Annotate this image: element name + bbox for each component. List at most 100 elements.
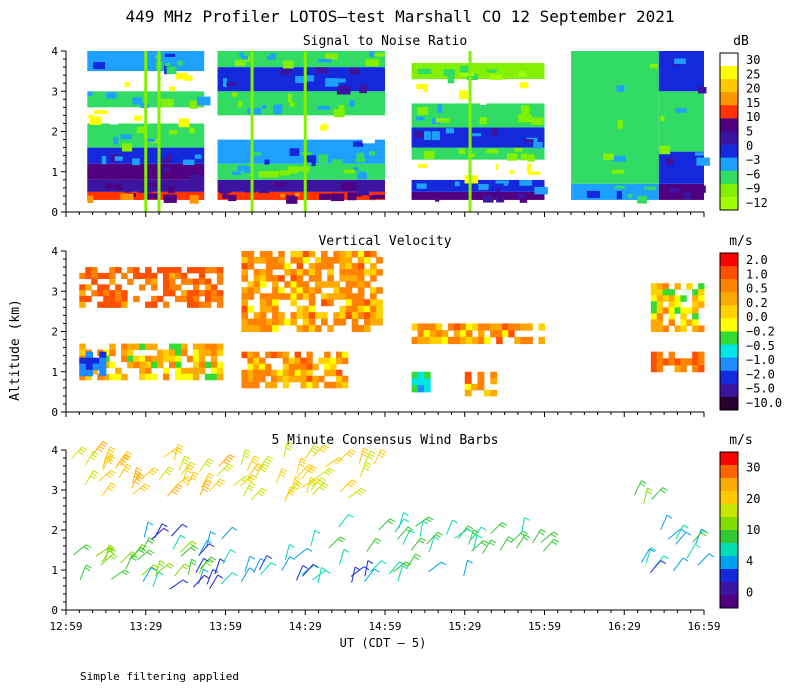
wind-barb (258, 555, 268, 571)
velocity-cell (157, 295, 164, 303)
colorbar-swatch (720, 517, 738, 531)
velocity-cell (363, 305, 371, 313)
velocity-cell (692, 365, 699, 373)
velocity-cell (103, 295, 110, 303)
velocity-cell (145, 301, 152, 308)
velocity-cell (435, 323, 443, 331)
velocity-cell (192, 367, 200, 375)
snr-texture (311, 158, 316, 167)
barb-flag (506, 538, 513, 543)
velocity-cell (308, 251, 316, 258)
wind-barb (651, 487, 663, 500)
velocity-cell (103, 355, 110, 363)
velocity-cell (259, 325, 267, 332)
velocity-cell (339, 287, 347, 294)
snr-texture (487, 69, 497, 73)
velocity-cell (335, 375, 343, 383)
velocity-cell (241, 275, 249, 282)
velocity-cell (163, 349, 170, 357)
velocity-cell (276, 369, 284, 377)
wind-barb (136, 549, 150, 561)
snr-texture (105, 183, 114, 189)
snr-texture (189, 100, 199, 109)
barb-flag (107, 547, 114, 552)
velocity-cell (247, 369, 254, 377)
wind-barb (339, 549, 345, 565)
velocity-cell (668, 295, 675, 302)
snr-texture (317, 105, 331, 110)
velocity-cell (351, 293, 359, 300)
snr-texture (414, 131, 429, 138)
snr-texture (120, 193, 134, 200)
barb-flag (403, 512, 409, 516)
colorbar-label: 20 (746, 492, 760, 506)
velocity-cell (370, 305, 377, 313)
colorbar-frame (719, 252, 739, 411)
velocity-cell (345, 299, 353, 307)
velocity-cell (145, 373, 152, 381)
barb-flag (660, 560, 666, 564)
velocity-cell (668, 319, 675, 326)
barb-flag (666, 514, 673, 519)
barb-flag (190, 547, 197, 552)
velocity-cell (204, 349, 212, 357)
velocity-cell (508, 330, 515, 338)
colorbar-swatch (720, 53, 738, 67)
snr-texture (286, 195, 298, 204)
velocity-cell (327, 325, 334, 332)
barb-flag (92, 451, 99, 455)
velocity-cell (423, 378, 431, 386)
velocity-cell (520, 336, 527, 345)
velocity-cell (278, 275, 285, 282)
wind-barb (672, 557, 684, 572)
barb-flag (310, 481, 316, 486)
velocity-cell (151, 373, 158, 381)
velocity-cell (210, 284, 218, 291)
snr-texture (349, 100, 355, 107)
snr-spike (303, 51, 307, 212)
velocity-cell (692, 325, 699, 332)
velocity-cell (85, 363, 94, 371)
colorbar-swatch (720, 131, 738, 146)
snr-texture (503, 182, 508, 186)
velocity-cell (680, 365, 687, 373)
velocity-cell (363, 312, 371, 320)
velocity-cell (216, 349, 224, 357)
y-tick-label: 0 (51, 206, 58, 219)
barb-flag (205, 480, 212, 484)
barb-flag (367, 560, 374, 564)
velocity-cell (423, 330, 431, 338)
wind-barb (406, 553, 416, 568)
snr-texture (517, 193, 526, 199)
velocity-cell (163, 373, 170, 381)
barb-flag (173, 488, 180, 493)
velocity-cell (351, 263, 359, 270)
velocity-cell (97, 301, 104, 308)
velocity-cell (241, 369, 248, 377)
barb-flag (347, 483, 353, 488)
velocity-cell (253, 325, 261, 332)
velocity-cell (453, 323, 461, 331)
snr-texture (252, 152, 262, 156)
velocity-cell (79, 343, 86, 351)
snr-texture (175, 72, 188, 80)
velocity-cell (216, 343, 224, 351)
velocity-cell (423, 336, 431, 345)
filter-note: Simple filtering applied (80, 670, 239, 683)
velocity-cell (698, 289, 705, 296)
snr-texture (166, 79, 179, 87)
barb-flag (415, 553, 421, 558)
wind-barb (338, 513, 349, 528)
velocity-cell (121, 343, 128, 351)
barb-flag (138, 549, 144, 554)
wind-barb (397, 565, 403, 582)
snr-panel: Signal to Noise Ratio01234302520151050−3… (51, 34, 767, 219)
velocity-cell (247, 325, 255, 332)
snr-texture (234, 59, 246, 67)
velocity-cell (686, 307, 693, 314)
barb-flag (158, 571, 164, 576)
barb-flag (540, 528, 546, 533)
snr-texture (280, 67, 289, 76)
snr-texture (237, 165, 247, 171)
barb-flag (380, 449, 387, 453)
